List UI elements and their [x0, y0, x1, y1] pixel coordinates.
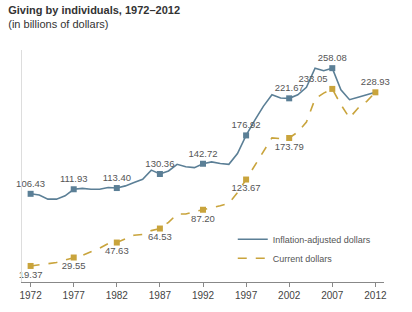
- svg-text:106.43: 106.43: [16, 178, 45, 189]
- svg-text:111.93: 111.93: [60, 173, 88, 184]
- svg-text:1982: 1982: [106, 290, 129, 301]
- svg-text:Inflation-adjusted dollars: Inflation-adjusted dollars: [273, 235, 371, 245]
- svg-text:233.05: 233.05: [298, 73, 327, 84]
- svg-text:Giving by individuals, 1972–20: Giving by individuals, 1972–2012(in bill…: [8, 4, 180, 30]
- svg-text:47.63: 47.63: [105, 245, 129, 256]
- svg-text:1977: 1977: [63, 290, 86, 301]
- svg-text:64.53: 64.53: [148, 231, 172, 242]
- svg-text:123.67: 123.67: [232, 182, 261, 193]
- svg-text:130.36: 130.36: [145, 158, 174, 169]
- svg-text:2012: 2012: [364, 290, 387, 301]
- svg-text:1997: 1997: [235, 290, 258, 301]
- svg-text:113.40: 113.40: [103, 172, 131, 183]
- svg-text:1987: 1987: [149, 290, 172, 301]
- svg-text:173.79: 173.79: [275, 141, 304, 152]
- svg-text:Current dollars: Current dollars: [273, 254, 333, 264]
- svg-text:1992: 1992: [192, 290, 215, 301]
- svg-text:2007: 2007: [321, 290, 344, 301]
- svg-text:19.37: 19.37: [19, 269, 43, 280]
- svg-text:258.08: 258.08: [318, 52, 347, 63]
- svg-text:87.20: 87.20: [191, 213, 215, 224]
- svg-text:221.67: 221.67: [275, 82, 304, 93]
- svg-text:2002: 2002: [278, 290, 301, 301]
- svg-text:228.93: 228.93: [361, 76, 390, 87]
- svg-text:176.92: 176.92: [232, 119, 261, 130]
- svg-text:29.55: 29.55: [62, 260, 86, 271]
- svg-text:1972: 1972: [19, 290, 42, 301]
- svg-text:142.72: 142.72: [188, 148, 217, 159]
